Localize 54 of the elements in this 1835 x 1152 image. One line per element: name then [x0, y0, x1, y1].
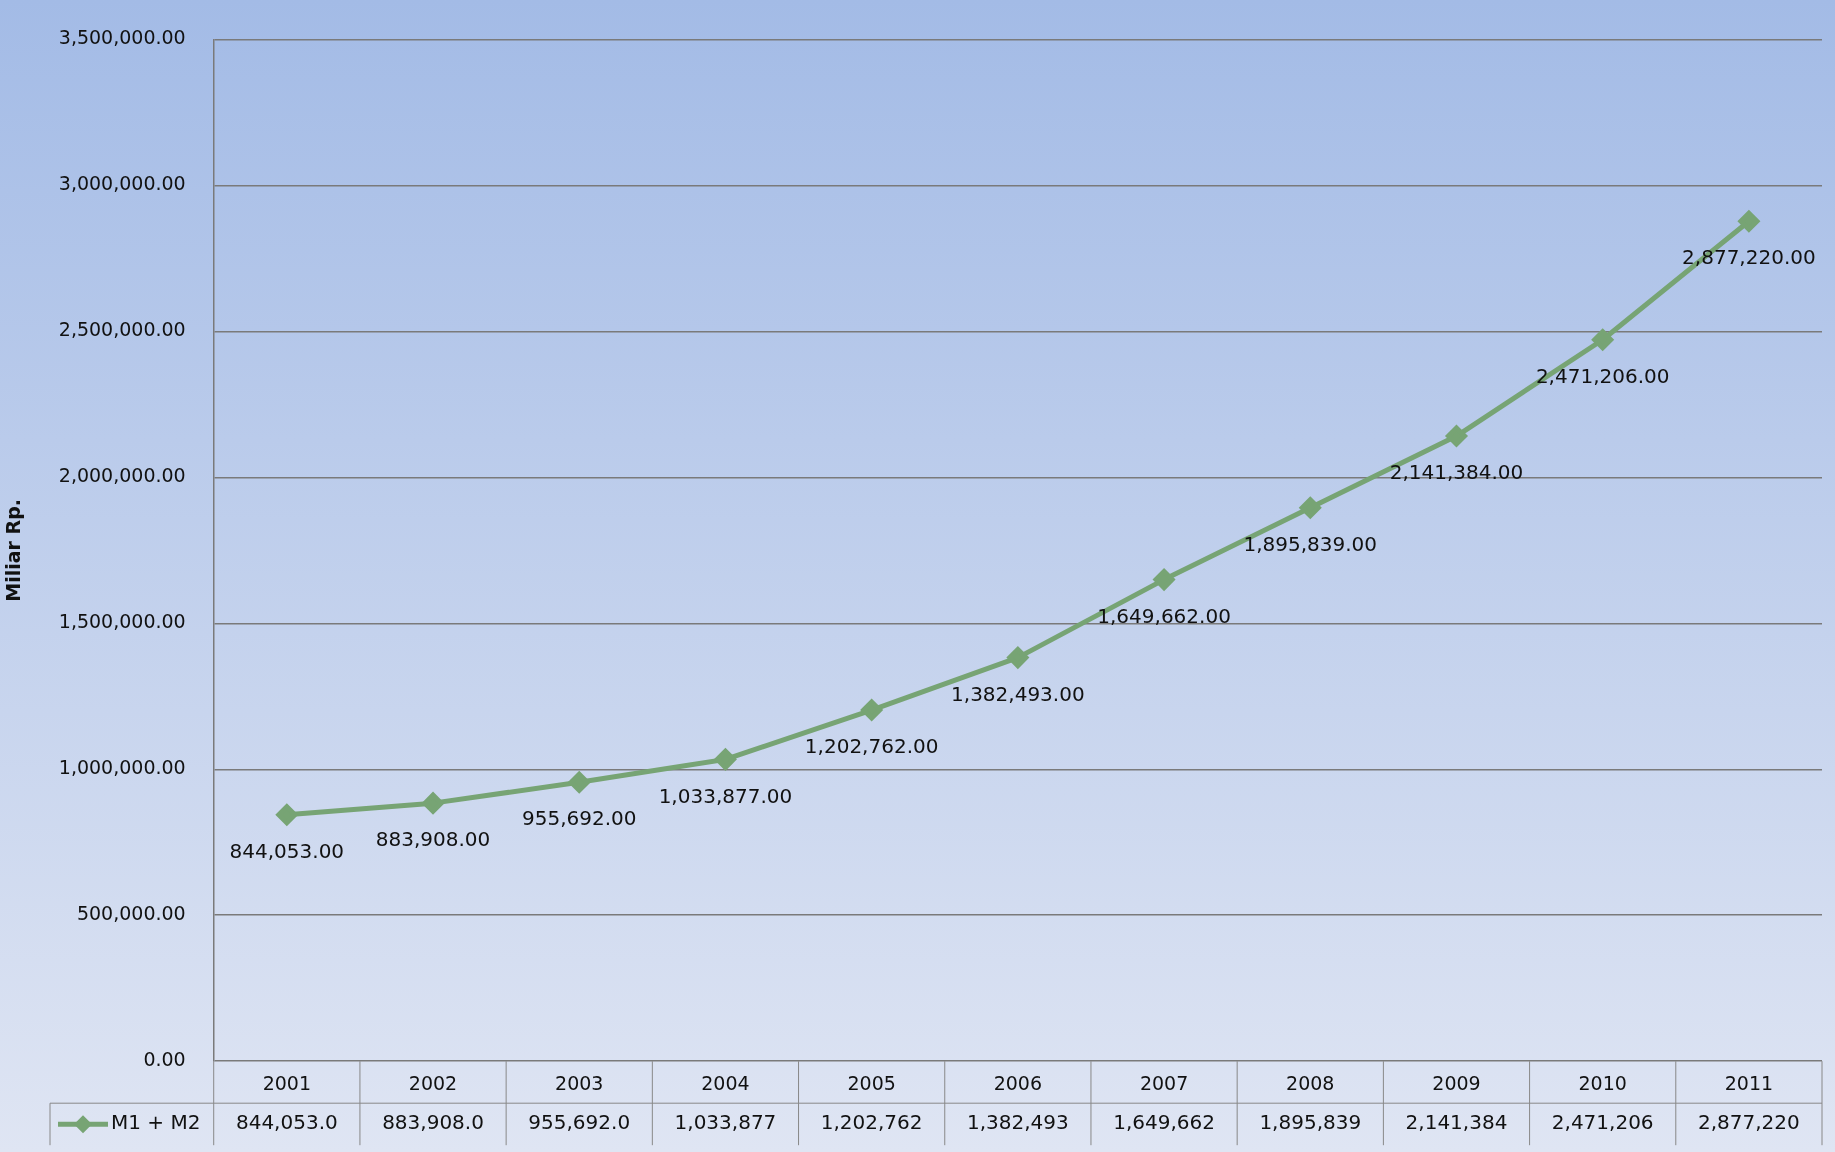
data-label: 1,649,662.00: [1097, 603, 1231, 628]
point: [1299, 497, 1321, 519]
x-tick-label: 2005: [847, 1071, 896, 1094]
point: [1153, 569, 1175, 591]
y-tick-label: 500,000.00: [76, 902, 186, 925]
y-axis-title: Miliar Rp.: [2, 498, 25, 602]
text: 883,908.0: [382, 1110, 484, 1135]
text: 1,382,493: [966, 1110, 1069, 1135]
point: [1592, 329, 1614, 351]
text: 2,471,206: [1551, 1110, 1654, 1135]
x-tick-label: 2010: [1578, 1071, 1627, 1094]
y-tick-label: 2,500,000.00: [58, 318, 186, 341]
point: [568, 771, 590, 793]
y-tick-label: 2,000,000.00: [58, 464, 186, 487]
point: [422, 792, 444, 814]
point: [714, 748, 736, 770]
point: [1445, 425, 1467, 447]
x-tick-label: 2007: [1139, 1071, 1189, 1094]
y-tick-label: 0.00: [143, 1048, 186, 1071]
text: 844,053.0: [235, 1110, 338, 1135]
text: 2,141,384: [1405, 1110, 1508, 1135]
text: 1,649,662: [1113, 1110, 1215, 1135]
text: 1,033,877: [674, 1110, 777, 1135]
point: [1738, 210, 1760, 232]
x-tick-label: 2002: [408, 1071, 458, 1094]
y-tick-label: 3,500,000.00: [58, 26, 186, 49]
text: 2,877,220: [1698, 1110, 1800, 1135]
data-label: 1,033,877.00: [658, 783, 793, 808]
x-tick-label: 2004: [701, 1071, 750, 1094]
text: 1,895,839: [1259, 1110, 1362, 1135]
legend-label: M1 + M2: [111, 1110, 201, 1135]
data-label: 1,895,839.00: [1243, 531, 1378, 556]
data-label: 955,692.00: [521, 806, 637, 831]
data-label: 2,471,206.00: [1535, 363, 1670, 388]
x-tick-label: 2009: [1432, 1071, 1481, 1094]
text: 955,692.0: [528, 1110, 631, 1135]
data-label: 1,202,762.00: [804, 734, 939, 759]
y-tick-label: 3,000,000.00: [58, 172, 186, 195]
x-tick-label: 2006: [993, 1071, 1043, 1094]
x-tick-label: 2008: [1286, 1071, 1335, 1094]
data-label: 1,382,493.00: [951, 681, 1085, 706]
x-tick-label: 2003: [555, 1071, 604, 1094]
x-tick-label: 2001: [262, 1071, 311, 1094]
y-tick-label: 1,500,000.00: [58, 610, 186, 633]
text: 1,202,762: [820, 1110, 923, 1135]
data-label: 883,908.00: [375, 827, 491, 852]
point: [276, 804, 298, 826]
x-tick-label: 2011: [1724, 1071, 1774, 1094]
point: [1007, 647, 1029, 669]
data-label: 2,141,384.00: [1389, 460, 1524, 485]
y-tick-label: 1,000,000.00: [58, 756, 186, 779]
data-label: 844,053.00: [229, 838, 345, 863]
point: [861, 699, 883, 721]
data-label: 2,877,220.00: [1682, 245, 1816, 270]
